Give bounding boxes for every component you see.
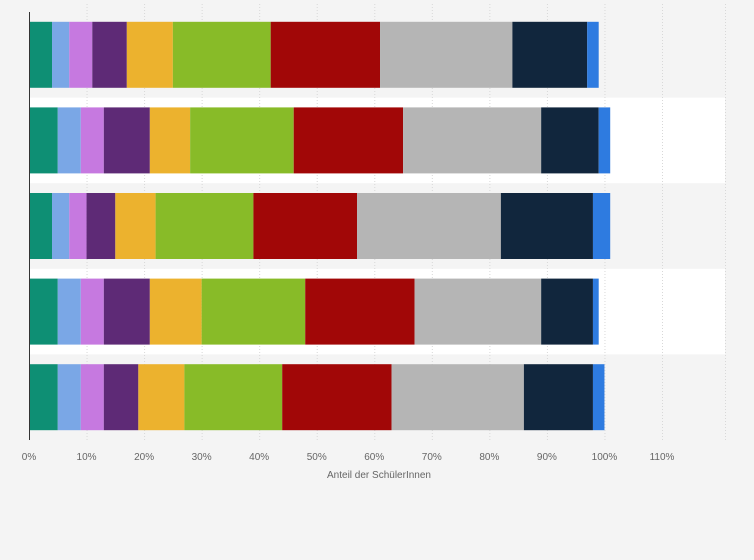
bar-segment-3-row-1 <box>69 21 93 88</box>
bar-segment-2-row-3 <box>52 193 70 259</box>
bar-segment-6-row-3 <box>155 193 254 259</box>
x-tick-label: 30% <box>192 452 212 463</box>
bar-segment-7-row-4 <box>305 278 415 345</box>
bar-segment-5-row-4 <box>149 278 202 345</box>
bar-segment-10-row-5 <box>592 364 605 431</box>
bar-segment-7-row-1 <box>270 21 381 88</box>
x-tick-label: 0% <box>22 452 37 463</box>
bar-segment-2-row-2 <box>57 107 81 174</box>
bar-segment-2-row-1 <box>52 21 70 88</box>
bar-segment-2-row-5 <box>57 364 81 431</box>
bar-segment-1-row-2 <box>29 107 58 174</box>
bar-segment-3-row-4 <box>80 278 104 345</box>
x-tick-label: 80% <box>479 452 499 463</box>
bar-segment-5-row-3 <box>115 193 156 259</box>
bar-segment-5-row-2 <box>149 107 191 174</box>
bar-segment-9-row-3 <box>500 193 593 259</box>
bar-segment-5-row-1 <box>126 21 173 88</box>
bar-segment-4-row-5 <box>103 364 139 431</box>
bar-segment-9-row-4 <box>541 278 593 345</box>
bar-segment-10-row-3 <box>592 193 611 259</box>
x-tick-label: 50% <box>307 452 327 463</box>
bar-segment-3-row-5 <box>80 364 104 431</box>
bar-segment-10-row-2 <box>598 107 611 174</box>
bar-segment-7-row-5 <box>282 364 392 431</box>
bar-segment-4-row-1 <box>92 21 127 88</box>
bar-segment-8-row-5 <box>391 364 524 431</box>
x-tick-label: 40% <box>249 452 269 463</box>
bar-segment-4-row-4 <box>103 278 150 345</box>
bar-segment-5-row-5 <box>138 364 185 431</box>
bar-segment-3-row-2 <box>80 107 104 174</box>
x-tick-label: 20% <box>134 452 154 463</box>
x-tick-label: 70% <box>422 452 442 463</box>
x-tick-label: 90% <box>537 452 557 463</box>
bars <box>29 21 611 431</box>
bar-segment-6-row-4 <box>201 278 306 345</box>
bar-segment-2-row-4 <box>57 278 81 345</box>
x-tick-label: 10% <box>77 452 97 463</box>
bar-segment-6-row-2 <box>190 107 294 174</box>
x-tick-label: 60% <box>364 452 384 463</box>
bar-segment-1-row-3 <box>29 193 53 259</box>
bar-segment-8-row-2 <box>403 107 542 174</box>
bar-segment-1-row-5 <box>29 364 58 431</box>
bar-segment-9-row-5 <box>523 364 593 431</box>
bar-segment-4-row-3 <box>86 193 116 259</box>
bar-segment-8-row-1 <box>380 21 513 88</box>
bar-segment-1-row-1 <box>29 21 53 88</box>
x-tick-label: 110% <box>650 452 675 463</box>
bar-segment-10-row-1 <box>587 21 599 88</box>
bar-segment-8-row-3 <box>357 193 501 259</box>
bar-segment-6-row-1 <box>172 21 271 88</box>
bar-segment-7-row-2 <box>293 107 404 174</box>
bar-segment-9-row-2 <box>541 107 599 174</box>
x-tick-labels: 0% 10% 20% 30% 40% 50% 60% 70% 80% 90% 100% 110% <box>22 452 675 463</box>
bar-segment-7-row-3 <box>253 193 358 259</box>
x-tick-label: 100% <box>592 452 618 463</box>
x-axis-title: Anteil der SchülerInnen <box>327 470 431 481</box>
bar-segment-4-row-2 <box>103 107 150 174</box>
bar-segment-10-row-4 <box>592 278 599 345</box>
bar-segment-3-row-3 <box>69 193 87 259</box>
bar-segment-8-row-4 <box>414 278 542 345</box>
bar-segment-6-row-5 <box>184 364 283 431</box>
bar-segment-9-row-1 <box>512 21 588 88</box>
bar-segment-1-row-4 <box>29 278 58 345</box>
